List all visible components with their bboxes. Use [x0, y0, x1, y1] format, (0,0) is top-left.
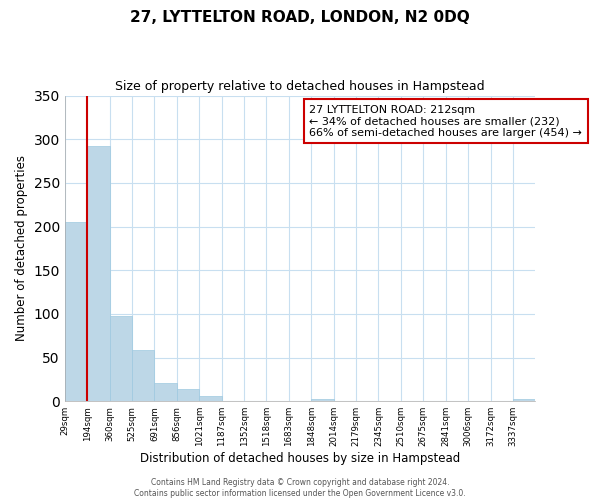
Bar: [65, 222, 87, 401]
Bar: [513, 398, 535, 401]
Bar: [199, 396, 221, 401]
Text: 27 LYTTELTON ROAD: 212sqm
← 34% of detached houses are smaller (232)
66% of semi: 27 LYTTELTON ROAD: 212sqm ← 34% of detac…: [310, 104, 583, 138]
Bar: [87, 146, 110, 401]
Title: Size of property relative to detached houses in Hampstead: Size of property relative to detached ho…: [115, 80, 485, 93]
Y-axis label: Number of detached properties: Number of detached properties: [15, 156, 28, 342]
Bar: [110, 316, 132, 401]
X-axis label: Distribution of detached houses by size in Hampstead: Distribution of detached houses by size …: [140, 452, 460, 465]
Bar: [132, 350, 154, 401]
Bar: [154, 383, 177, 401]
Bar: [177, 389, 199, 401]
Text: 27, LYTTELTON ROAD, LONDON, N2 0DQ: 27, LYTTELTON ROAD, LONDON, N2 0DQ: [130, 10, 470, 25]
Bar: [311, 400, 334, 401]
Text: Contains HM Land Registry data © Crown copyright and database right 2024.
Contai: Contains HM Land Registry data © Crown c…: [134, 478, 466, 498]
